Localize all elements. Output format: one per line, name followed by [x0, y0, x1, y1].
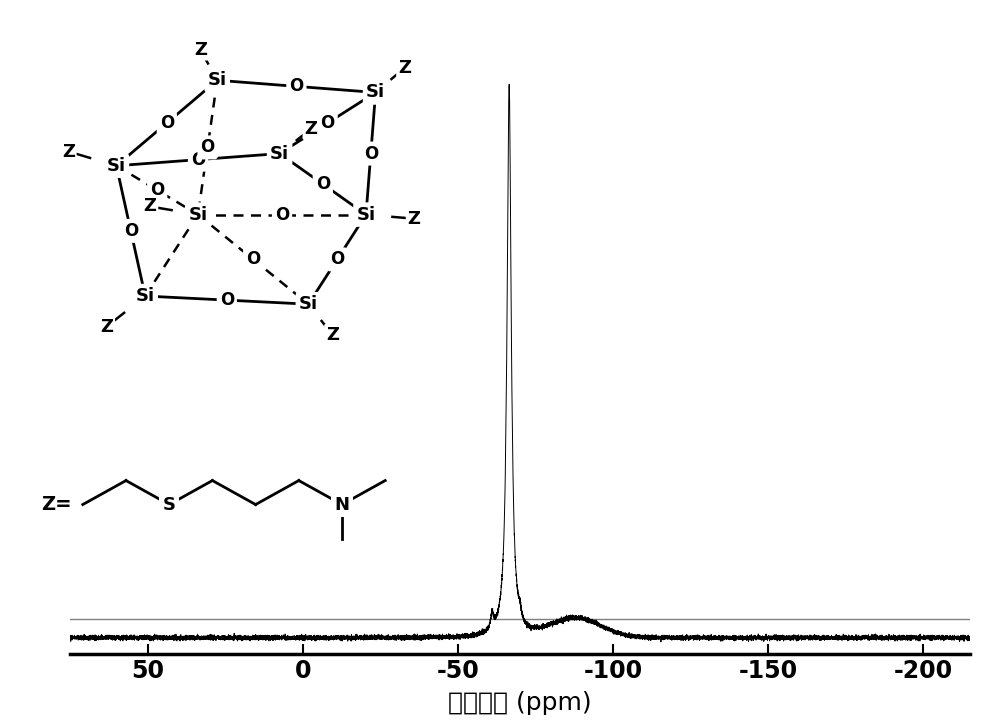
- Text: O: O: [320, 114, 335, 132]
- Text: Z: Z: [304, 120, 317, 138]
- Text: Z: Z: [398, 59, 411, 77]
- Text: O: O: [316, 175, 330, 193]
- Text: O: O: [275, 206, 289, 224]
- Text: Z: Z: [144, 198, 156, 215]
- Text: Si: Si: [188, 206, 208, 224]
- Text: Z=: Z=: [41, 495, 72, 514]
- Text: O: O: [289, 77, 304, 95]
- Text: S: S: [163, 496, 176, 513]
- Text: O: O: [124, 222, 138, 240]
- Text: Z: Z: [62, 142, 75, 161]
- X-axis label: 化学位移 (ppm): 化学位移 (ppm): [448, 691, 592, 715]
- Text: Si: Si: [107, 157, 126, 174]
- Text: O: O: [330, 250, 344, 268]
- Text: O: O: [220, 291, 234, 309]
- Text: O: O: [200, 138, 215, 156]
- Text: O: O: [246, 250, 260, 268]
- Text: Si: Si: [366, 84, 385, 102]
- Text: Si: Si: [136, 287, 155, 305]
- Text: O: O: [150, 181, 164, 199]
- Text: Z: Z: [100, 318, 113, 336]
- Text: O: O: [191, 150, 205, 169]
- Text: N: N: [334, 496, 350, 513]
- Text: Si: Si: [208, 71, 227, 89]
- Text: O: O: [364, 145, 378, 163]
- Text: Z: Z: [408, 209, 420, 228]
- Text: Si: Si: [356, 206, 376, 224]
- Text: Si: Si: [299, 295, 318, 313]
- Text: Z: Z: [194, 41, 207, 59]
- Text: Z: Z: [326, 326, 339, 344]
- Text: Si: Si: [270, 145, 289, 163]
- Text: O: O: [160, 114, 174, 132]
